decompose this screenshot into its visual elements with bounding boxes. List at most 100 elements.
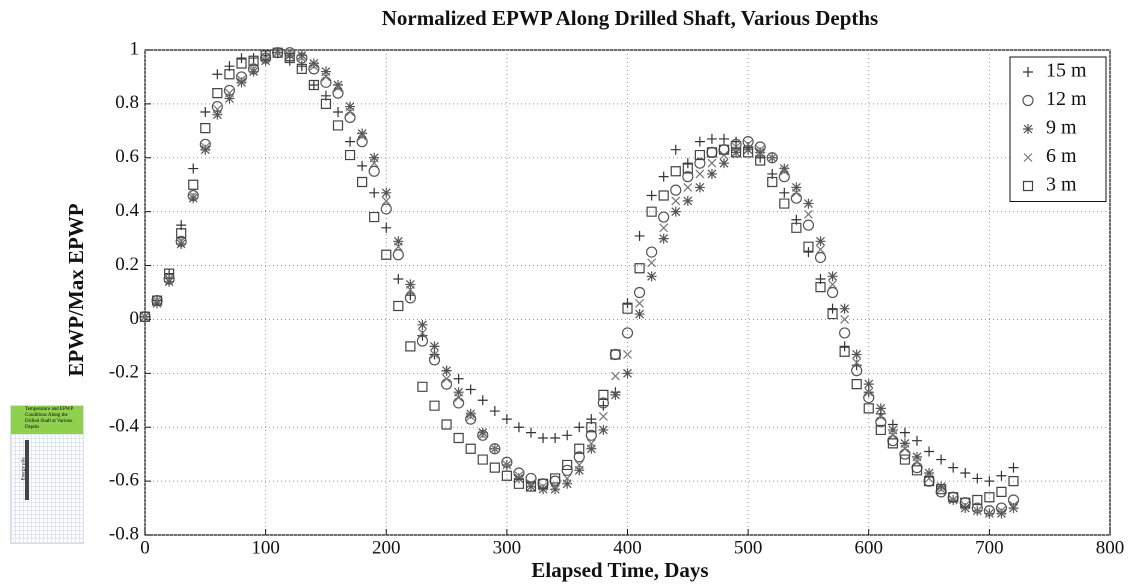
data-point <box>357 160 368 171</box>
data-point <box>248 53 259 64</box>
data-point <box>417 381 428 392</box>
data-point <box>924 446 935 457</box>
data-point <box>803 247 814 258</box>
x-tick-label: 600 <box>855 537 884 558</box>
data-point <box>225 88 234 98</box>
data-point <box>827 271 838 282</box>
data-point <box>960 468 971 479</box>
data-point <box>188 193 199 204</box>
data-point <box>393 300 404 312</box>
data-point <box>284 50 295 61</box>
data-point <box>212 69 223 80</box>
data-point <box>235 71 248 83</box>
data-point <box>743 144 754 155</box>
data-point <box>344 149 356 161</box>
data-point <box>513 478 525 489</box>
data-point <box>429 341 440 352</box>
data-point <box>465 443 476 454</box>
data-point <box>332 120 344 131</box>
data-point <box>393 274 404 285</box>
data-point <box>609 348 622 360</box>
data-point <box>248 55 259 66</box>
data-point <box>538 484 549 495</box>
data-point <box>755 147 766 158</box>
data-point <box>948 495 958 505</box>
data-point <box>562 430 573 441</box>
data-point <box>285 48 295 58</box>
data-point <box>381 187 392 198</box>
legend-marker <box>1023 124 1033 134</box>
data-point <box>948 492 959 503</box>
inset-pile <box>25 440 29 500</box>
data-point <box>634 230 645 241</box>
chart-title: Normalized EPWP Along Drilled Shaft, Var… <box>382 6 878 30</box>
y-tick-label: -0.2 <box>109 362 139 383</box>
x-tick-label: 700 <box>975 537 1004 558</box>
data-point <box>550 484 561 495</box>
data-point <box>284 52 295 64</box>
data-point <box>778 171 790 183</box>
data-point <box>731 147 742 158</box>
data-point <box>526 427 536 438</box>
data-point <box>827 308 838 320</box>
data-point <box>911 462 923 474</box>
data-point <box>598 400 609 411</box>
y-tick-label: -0.8 <box>109 523 139 544</box>
y-tick-label: 0.6 <box>115 146 139 167</box>
data-point <box>706 133 717 144</box>
data-point <box>852 358 862 367</box>
data-point <box>839 303 850 314</box>
data-point <box>550 473 561 484</box>
data-point <box>670 144 681 155</box>
data-point <box>465 408 476 419</box>
data-point <box>369 152 380 163</box>
data-point <box>634 263 645 274</box>
data-point <box>562 459 573 471</box>
data-point <box>755 145 765 155</box>
data-point <box>923 476 935 487</box>
data-point <box>683 182 693 192</box>
data-point <box>429 400 440 411</box>
data-point <box>465 384 476 395</box>
data-point <box>936 484 946 494</box>
y-tick-label: -0.6 <box>109 469 139 490</box>
data-point <box>164 276 175 287</box>
data-point <box>200 142 210 152</box>
inset-title: Temperature and EPWP Conditions Along th… <box>11 406 83 434</box>
x-tick-label: 200 <box>372 537 401 558</box>
data-point <box>368 165 380 177</box>
data-point <box>538 482 548 491</box>
data-point <box>839 327 851 339</box>
data-point <box>911 465 923 476</box>
data-point <box>236 53 247 64</box>
data-point <box>791 188 801 198</box>
data-point <box>369 187 380 198</box>
data-point <box>200 106 211 117</box>
data-point <box>454 393 464 403</box>
legend-marker <box>1022 180 1034 192</box>
data-point <box>743 147 754 158</box>
data-point <box>1008 462 1019 473</box>
y-axis-label: EPWP/Max EPWP <box>64 203 88 376</box>
data-point <box>622 368 633 379</box>
data-point <box>224 93 235 104</box>
data-point <box>864 387 874 397</box>
data-point <box>477 427 488 438</box>
data-point <box>261 53 271 63</box>
data-point <box>719 150 729 160</box>
data-point <box>899 438 910 449</box>
data-point <box>212 109 223 120</box>
data-point <box>658 190 669 201</box>
data-point <box>513 467 525 479</box>
data-point <box>513 473 524 484</box>
data-point <box>393 242 403 252</box>
data-point <box>381 196 391 206</box>
data-point <box>176 236 186 246</box>
data-point <box>706 147 718 158</box>
data-point <box>574 460 584 470</box>
data-point <box>333 83 343 93</box>
data-point <box>670 206 681 217</box>
data-point <box>152 296 162 306</box>
data-point <box>984 509 994 518</box>
legend-marker <box>1023 67 1033 77</box>
